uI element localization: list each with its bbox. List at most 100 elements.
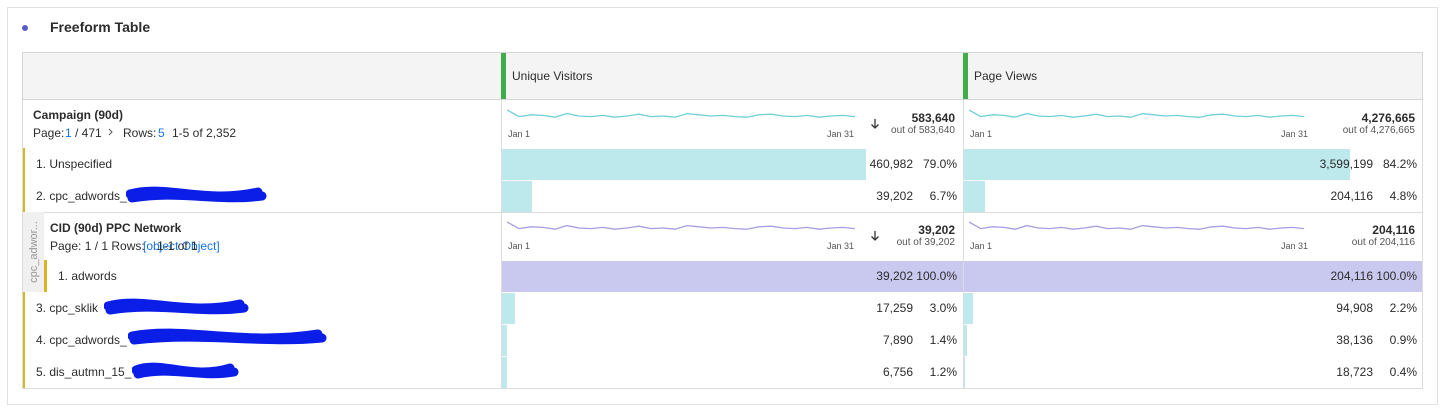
total-out-of: out of 583,640 [891,125,955,136]
cell-value: 94,908 [1336,301,1373,315]
row-label[interactable]: 4. cpc_adwords_ [36,333,127,347]
row-label[interactable]: 2. cpc_adwords_ [36,189,127,203]
cell-value: 3,599,199 [1319,157,1373,171]
chevron [108,128,113,136]
sparkline [969,221,1304,230]
redaction [132,362,239,379]
total-value: 4,276,665 [1361,111,1415,125]
cell-percent: 0.9% [1389,333,1417,347]
breakdown-strip [22,212,44,292]
date-end: Jan 31 [1281,241,1309,251]
breakdown-pager: Page: 1 / 1 Rows: [50,239,145,253]
column-line [501,100,502,388]
status-dot [22,25,28,31]
cell-value: 460,982 [869,157,913,171]
breakdown-side-label: cpc_adwor... [28,221,40,283]
breakdown-name[interactable]: CID (90d) PPC Network [50,221,182,235]
cell-value: 6,756 [882,365,913,379]
cell-value: 38,136 [1336,333,1373,347]
date-start: Jan 1 [508,129,531,139]
cell-percent: 1.2% [929,365,957,379]
sparkline [507,221,855,230]
bar [501,149,866,180]
table-left [22,100,23,388]
cell-value: 39,202 [876,269,913,283]
total-out-of: out of 4,276,665 [1342,125,1415,136]
date-start: Jan 1 [970,129,993,139]
total-value: 39,202 [918,223,955,237]
table-header [22,52,1423,100]
range: 1-5 of 2,352 [172,126,237,140]
column-header[interactable]: Page Views [974,69,1038,83]
row-accent [22,180,25,212]
panel [7,7,1438,405]
cell-value: 204,116 [1330,189,1374,203]
row-accent [22,148,25,180]
table-right [1422,100,1423,388]
cell-percent: 84.2% [1382,157,1417,171]
panel-title: Freeform Table [50,19,151,35]
pages: / 471 [75,126,102,140]
redaction [104,298,249,315]
column-marker [963,53,968,99]
cell-percent: 2.2% [1389,301,1417,315]
total-value: 204,116 [1372,223,1415,237]
redaction [128,328,327,345]
column-header[interactable]: Unique Visitors [512,69,593,83]
rows-label: Rows: [123,126,157,140]
date-end: Jan 31 [1281,129,1309,139]
row-accent [22,324,25,356]
cell-percent: 4.8% [1389,189,1417,203]
dimension-name[interactable]: Campaign (90d) [33,108,124,122]
bar [963,149,1351,180]
row-label[interactable]: 3. cpc_sklik [36,301,99,315]
date-start: Jan 1 [970,241,993,251]
cell-value: 39,202 [876,189,913,203]
row-label[interactable]: 5. dis_autmn_15_ [36,365,132,379]
row-label[interactable]: 1. Unspecified [36,157,113,171]
bar [501,261,963,292]
rows-count[interactable]: 5 [158,126,165,140]
cell-value: 7,890 [882,333,913,347]
total-out-of: out of 204,116 [1351,237,1415,248]
row-accent [22,356,25,388]
cell-percent: 79.0% [922,157,957,171]
bar [501,357,507,388]
column-marker [501,53,506,99]
cell-percent: 100.0% [916,269,957,283]
row-accent [22,292,25,324]
sparkline [507,109,855,118]
row-bg [22,356,1423,388]
row-accent [44,260,47,292]
bar [963,181,986,212]
cell-value: 17,259 [876,301,913,315]
bar [501,325,508,356]
sort-icon [871,119,879,129]
cell-percent: 3.0% [929,301,957,315]
breakdown-rows[interactable]: [object Object] [143,239,220,253]
cell-value: 18,723 [1336,365,1373,379]
page-label: Page: [33,126,65,140]
cell-percent: 100.0% [1376,269,1417,283]
bar [963,261,1423,292]
total-value: 583,640 [911,111,955,125]
column-line [963,100,964,388]
sparkline [969,109,1304,118]
row-bg [22,292,1423,324]
row-line [22,212,1423,213]
cell-percent: 0.4% [1389,365,1417,379]
row-label[interactable]: 1. adwords [58,269,117,283]
bar [501,293,515,324]
cell-value: 204,116 [1330,269,1374,283]
cell-percent: 1.4% [929,333,957,347]
bar [963,293,974,324]
bar [501,181,532,212]
date-start: Jan 1 [508,241,531,251]
cell-percent: 6.7% [929,189,957,203]
page[interactable]: 1 [65,126,72,140]
date-end: Jan 31 [827,241,855,251]
date-end: Jan 31 [827,129,855,139]
total-out-of: out of 39,202 [896,237,955,248]
redaction [126,186,267,203]
